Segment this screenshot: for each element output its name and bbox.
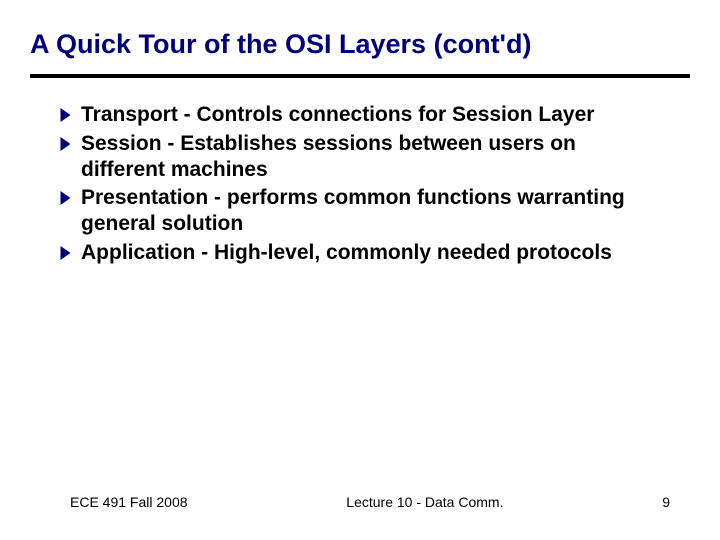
- footer-left: ECE 491 Fall 2008: [70, 494, 188, 510]
- list-item-text: Application - High-level, commonly neede…: [81, 240, 612, 266]
- list-item: Transport - Controls connections for Ses…: [60, 102, 690, 128]
- list-item-text: Session - Establishes sessions between u…: [81, 131, 641, 184]
- bullet-icon: [60, 108, 71, 122]
- list-item: Application - High-level, commonly neede…: [60, 240, 690, 266]
- bullet-icon: [60, 137, 71, 151]
- list-item-text: Presentation - performs common functions…: [81, 185, 641, 238]
- bullet-icon: [60, 246, 71, 260]
- list-item: Session - Establishes sessions between u…: [60, 131, 690, 184]
- bullet-icon: [60, 191, 71, 205]
- title-rule: [30, 74, 690, 78]
- slide: A Quick Tour of the OSI Layers (cont'd) …: [0, 0, 720, 540]
- slide-title: A Quick Tour of the OSI Layers (cont'd): [30, 28, 690, 60]
- slide-body: Transport - Controls connections for Ses…: [30, 102, 690, 266]
- slide-footer: ECE 491 Fall 2008 Lecture 10 - Data Comm…: [0, 494, 720, 510]
- footer-center: Lecture 10 - Data Comm.: [346, 494, 503, 510]
- footer-right: 9: [662, 494, 670, 510]
- list-item: Presentation - performs common functions…: [60, 185, 690, 238]
- list-item-text: Transport - Controls connections for Ses…: [81, 102, 594, 128]
